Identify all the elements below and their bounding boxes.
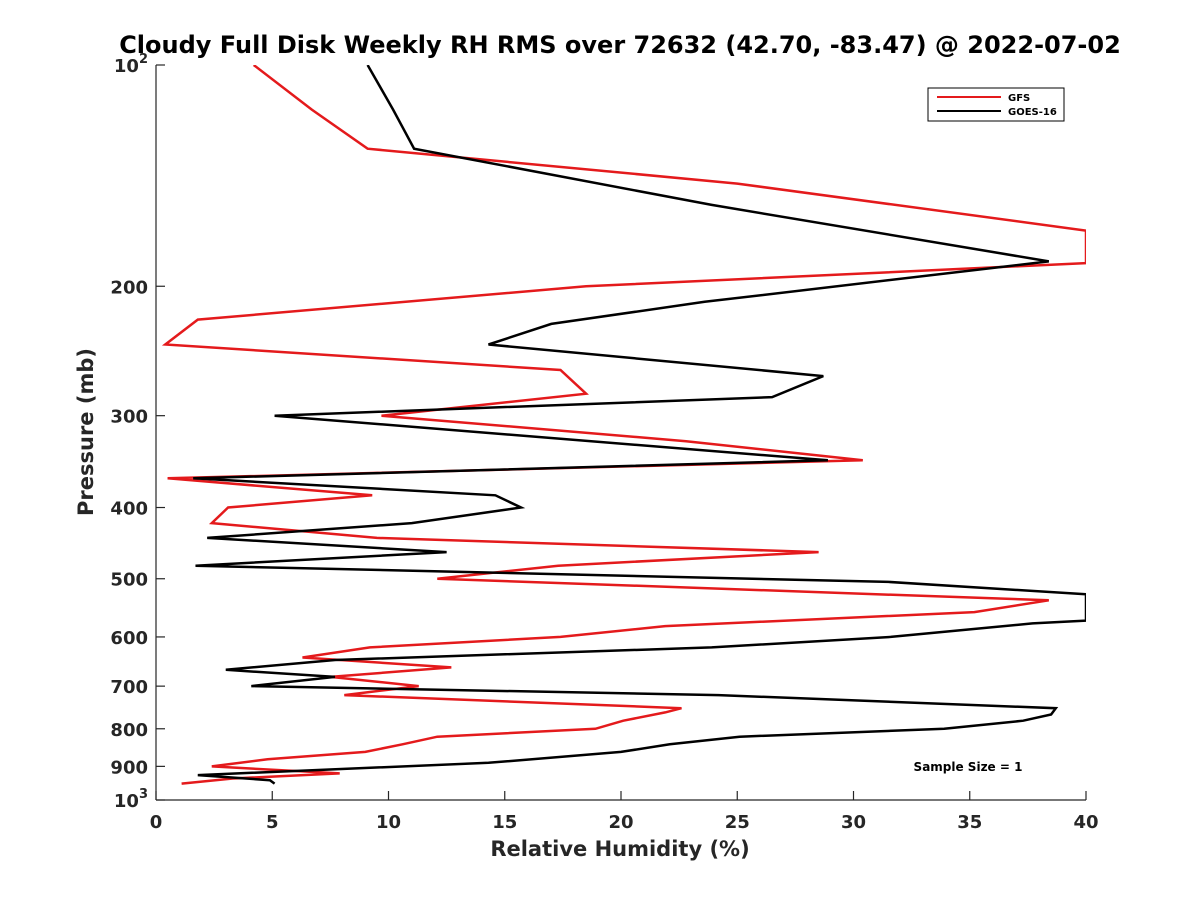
x-tick-label: 10 [376,812,401,833]
y-tick-label: 400 [110,499,148,520]
series-line-goes-16 [193,65,1086,785]
y-tick-label: 800 [110,720,148,741]
x-tick-label: 15 [492,812,517,833]
chart-title: Cloudy Full Disk Weekly RH RMS over 7263… [119,31,1121,59]
y-tick-label: 500 [110,570,148,591]
legend-box [927,87,1065,122]
plot-area: 0 5 10 15 20 25 30 35 40 102 200 300 400 500 600 700 800… [110,52,1098,833]
x-tick-label: 40 [1073,812,1098,833]
series-line-gfs [161,65,1086,785]
y-axis-label: Pressure (mb) [74,348,98,516]
x-tick-label: 20 [608,812,633,833]
y-tick-label: 900 [110,757,148,778]
y-tick-label: 600 [110,628,148,649]
x-tick-label: 5 [266,812,279,833]
legend: GFS GOES-16 [927,87,1065,122]
x-axis-label: Relative Humidity (%) [490,837,749,861]
x-tick-label: 35 [957,812,982,833]
legend-label-goes: GOES-16 [1008,107,1057,118]
sample-size-annotation: Sample Size = 1 [914,760,1023,774]
y-tick-label: 700 [110,677,148,698]
y-tick-label: 300 [110,407,148,428]
x-tick-label: 30 [841,812,866,833]
y-tick-label: 103 [114,787,148,812]
y-tick-label: 102 [114,52,148,77]
x-tick-label: 25 [725,812,750,833]
x-tick-label: 0 [150,812,163,833]
legend-label-gfs: GFS [1008,93,1030,104]
y-tick-label: 200 [110,277,148,298]
